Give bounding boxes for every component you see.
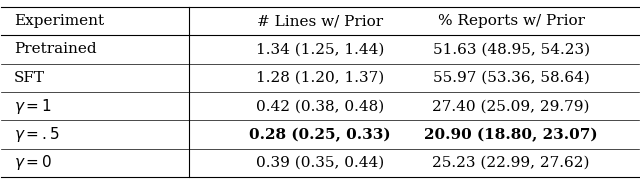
Text: 55.97 (53.36, 58.64): 55.97 (53.36, 58.64)	[433, 71, 589, 85]
Text: 25.23 (22.99, 27.62): 25.23 (22.99, 27.62)	[433, 156, 590, 170]
Text: 0.42 (0.38, 0.48): 0.42 (0.38, 0.48)	[256, 99, 384, 113]
Text: % Reports w/ Prior: % Reports w/ Prior	[438, 14, 585, 28]
Text: $\gamma = 1$: $\gamma = 1$	[14, 97, 52, 116]
Text: 1.34 (1.25, 1.44): 1.34 (1.25, 1.44)	[256, 43, 384, 56]
Text: 20.90 (18.80, 23.07): 20.90 (18.80, 23.07)	[424, 128, 598, 142]
Text: Experiment: Experiment	[14, 14, 104, 28]
Text: 1.28 (1.20, 1.37): 1.28 (1.20, 1.37)	[256, 71, 384, 85]
Text: 27.40 (25.09, 29.79): 27.40 (25.09, 29.79)	[433, 99, 590, 113]
Text: # Lines w/ Prior: # Lines w/ Prior	[257, 14, 383, 28]
Text: Pretrained: Pretrained	[14, 43, 97, 56]
Text: SFT: SFT	[14, 71, 45, 85]
Text: 0.28 (0.25, 0.33): 0.28 (0.25, 0.33)	[249, 128, 391, 142]
Text: $\gamma = 0$: $\gamma = 0$	[14, 153, 52, 172]
Text: 0.39 (0.35, 0.44): 0.39 (0.35, 0.44)	[256, 156, 384, 170]
Text: 51.63 (48.95, 54.23): 51.63 (48.95, 54.23)	[433, 43, 589, 56]
Text: $\gamma = .5$: $\gamma = .5$	[14, 125, 60, 144]
